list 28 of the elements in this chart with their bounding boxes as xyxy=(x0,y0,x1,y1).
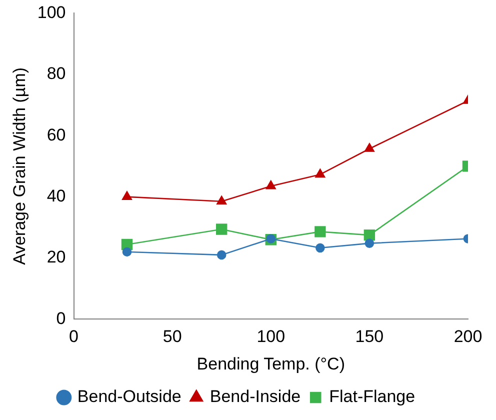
point xyxy=(314,226,326,238)
x-tick-label: 150 xyxy=(355,327,384,346)
point xyxy=(315,168,326,178)
legend-label: Bend-Inside xyxy=(210,387,301,406)
point xyxy=(364,229,376,241)
point xyxy=(266,180,276,190)
y-tick-label: 60 xyxy=(46,125,66,144)
point xyxy=(122,191,132,200)
y-tick-label: 0 xyxy=(56,308,66,328)
legend-label: Bend-Outside xyxy=(77,387,182,406)
x-tick-label: 50 xyxy=(162,327,182,346)
point xyxy=(364,238,374,248)
y-tick-label: 20 xyxy=(46,248,66,267)
point xyxy=(216,250,226,260)
legend-label: Flat-Flange xyxy=(329,387,416,406)
point xyxy=(122,247,132,257)
point xyxy=(216,224,228,235)
x-axis-title: Bending Temp. (°C) xyxy=(196,354,345,374)
y-tick-label: 100 xyxy=(37,2,66,22)
y-tick-label: 80 xyxy=(46,64,66,84)
point xyxy=(364,143,374,152)
y-axis-title: Average Grain Width (µm) xyxy=(10,67,29,265)
y-tick-label: 40 xyxy=(46,186,66,206)
point xyxy=(316,243,325,253)
x-tick-label: 200 xyxy=(454,327,482,346)
x-tick-label: 0 xyxy=(69,327,78,346)
point xyxy=(216,196,227,205)
x-tick-label: 100 xyxy=(256,327,286,346)
